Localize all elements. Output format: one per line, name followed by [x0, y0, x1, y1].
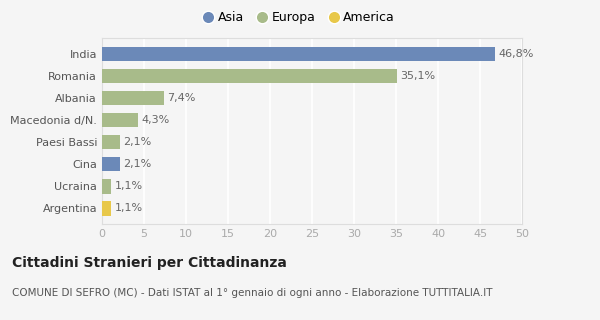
Bar [102, 201, 111, 216]
Bar [102, 157, 119, 172]
Text: 4,3%: 4,3% [142, 115, 170, 125]
Bar [102, 179, 111, 194]
Text: 2,1%: 2,1% [123, 137, 151, 147]
Text: Cittadini Stranieri per Cittadinanza: Cittadini Stranieri per Cittadinanza [12, 256, 287, 270]
Bar [102, 135, 119, 149]
Text: 1,1%: 1,1% [115, 204, 143, 213]
Bar [102, 47, 495, 61]
Text: 1,1%: 1,1% [115, 181, 143, 191]
Text: 7,4%: 7,4% [167, 93, 196, 103]
Bar [102, 69, 397, 83]
Text: COMUNE DI SEFRO (MC) - Dati ISTAT al 1° gennaio di ogni anno - Elaborazione TUTT: COMUNE DI SEFRO (MC) - Dati ISTAT al 1° … [12, 288, 493, 298]
Text: 35,1%: 35,1% [400, 71, 436, 81]
Text: 46,8%: 46,8% [499, 49, 534, 59]
Text: 2,1%: 2,1% [123, 159, 151, 169]
Bar [102, 113, 138, 127]
Legend: Asia, Europa, America: Asia, Europa, America [200, 6, 400, 29]
Bar [102, 91, 164, 105]
